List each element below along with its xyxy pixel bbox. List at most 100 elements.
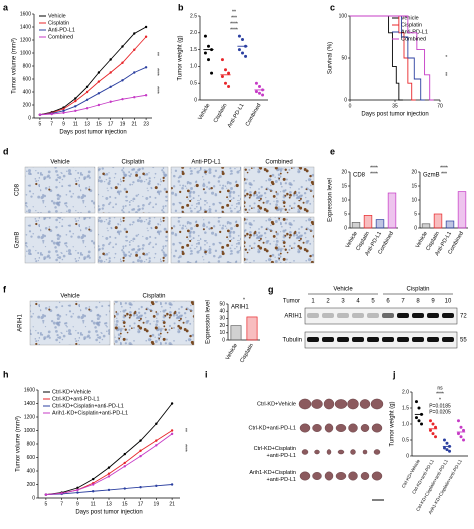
blot-band [442, 337, 454, 342]
x-tick-label: 7 [60, 501, 63, 507]
y-tick-label: 800 [27, 441, 36, 447]
bar [457, 191, 467, 229]
data-point [74, 105, 77, 108]
y-tick-label: 1.0 [190, 64, 197, 70]
panel-label: g [268, 284, 274, 294]
y-tick-label: 1400 [20, 24, 31, 30]
data-point [97, 80, 101, 83]
x-tick-label: 35 [392, 103, 398, 109]
data-point [92, 490, 95, 493]
blot-band [322, 313, 334, 318]
lane-number: 10 [445, 299, 452, 305]
x-axis-label: Days post tumor injection [75, 510, 142, 516]
y-tick-label: 40 [219, 309, 225, 315]
y-tick-label: 10 [411, 197, 417, 203]
row-label: Ctrl-KD+Cisplatin [254, 446, 296, 452]
y-tick-label: 0 [222, 337, 225, 343]
blot-frame [304, 331, 458, 349]
panel-label: i [205, 369, 208, 379]
x-tick-label: 9 [62, 121, 65, 127]
data-point [445, 441, 449, 445]
data-point [459, 425, 463, 429]
data-point [107, 466, 111, 469]
y-tick-label: 50 [219, 301, 225, 307]
data-point [76, 488, 79, 492]
y-tick-label: 20 [341, 169, 347, 175]
legend-label: Vehicle [401, 15, 419, 21]
data-point [428, 419, 432, 423]
y-tick-label: 400 [27, 468, 36, 474]
blot-band [367, 313, 379, 318]
annotation: **** [436, 391, 444, 397]
data-point [62, 111, 65, 115]
data-point [109, 71, 112, 74]
data-point [107, 472, 111, 475]
series-line [39, 36, 147, 116]
blot-band [367, 337, 379, 342]
band-label: Tubulin [283, 338, 302, 344]
data-point [139, 486, 142, 489]
x-tick-label: 5 [39, 121, 42, 127]
tumor [312, 424, 322, 432]
ihc-image [243, 216, 315, 264]
x-axis-label: Days post tumor injection [361, 112, 428, 118]
lane-number: 2 [326, 299, 330, 305]
y-tick-label: 1200 [24, 414, 35, 420]
data-point [133, 32, 136, 35]
row-label: Ctrl-KD+anti-PD-L1 [248, 425, 296, 431]
y-tick-label: 15 [411, 183, 417, 189]
x-tick-label: 7 [50, 121, 53, 127]
data-point [170, 432, 174, 436]
lane-number: 4 [356, 299, 360, 305]
bar [363, 215, 373, 229]
series-line [350, 15, 403, 101]
data-point [92, 483, 95, 486]
data-point [76, 486, 79, 490]
data-point [220, 58, 224, 62]
panel-label: f [3, 284, 7, 294]
series-line [350, 15, 434, 101]
annotation: **** [230, 21, 238, 27]
y-tick-label: 1600 [24, 387, 35, 393]
y-tick-label: 50 [341, 55, 347, 61]
series-line [45, 403, 173, 496]
y-tick-label: 1000 [20, 50, 31, 56]
data-point [258, 91, 261, 95]
data-point [414, 416, 418, 420]
data-point [144, 25, 148, 29]
lane-number: 6 [386, 299, 390, 305]
bar [433, 213, 443, 229]
blot-band [337, 313, 349, 318]
data-point [74, 109, 77, 113]
series-line [350, 15, 425, 101]
panel-label: h [3, 369, 9, 379]
lane-number: 8 [416, 299, 420, 305]
bar [230, 325, 242, 341]
group-label: Vehicle [333, 287, 353, 293]
x-tick-label: 11 [73, 121, 78, 127]
tumor [359, 399, 371, 409]
data-point [462, 428, 466, 432]
legend-label: Combined [401, 36, 426, 42]
legend-label: Combined [48, 34, 73, 40]
data-point [417, 419, 421, 423]
annotation: ** [154, 52, 160, 56]
legend-label: Ctrl-KD+anti-PD-L1 [52, 396, 100, 402]
lane-number: 5 [371, 299, 375, 305]
data-point [448, 444, 452, 448]
annotation: **** [154, 86, 160, 94]
y-tick-label: 20 [411, 169, 417, 175]
data-point [133, 96, 136, 99]
data-point [74, 97, 77, 100]
data-point [442, 446, 446, 450]
y-tick-label: 2.0 [402, 389, 409, 395]
x-tick-label: Cisplatin [213, 103, 229, 124]
x-tick-label: 9 [76, 501, 79, 507]
data-point [434, 425, 438, 429]
chart-title: GzmB [423, 173, 440, 179]
row-label: CD8 [15, 183, 21, 196]
y-tick-label: 1200 [20, 37, 31, 43]
row-label: Ctrl-KD+Vehicle [257, 401, 296, 407]
annotation: **** [154, 68, 160, 76]
bar [351, 222, 361, 229]
